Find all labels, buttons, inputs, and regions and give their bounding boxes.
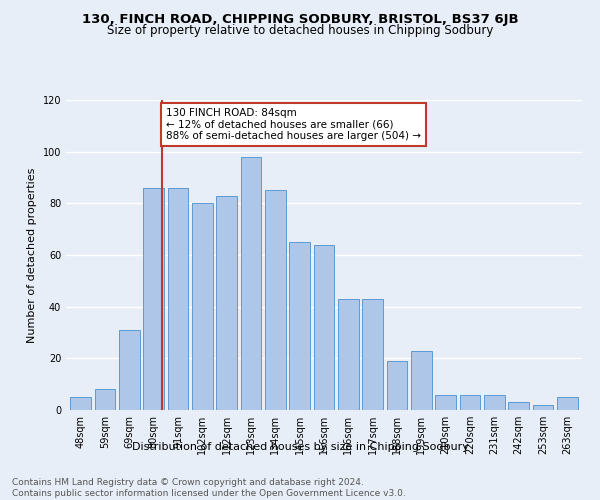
Bar <box>241 157 262 410</box>
Text: Distribution of detached houses by size in Chipping Sodbury: Distribution of detached houses by size … <box>131 442 469 452</box>
Bar <box>386 361 407 410</box>
Bar <box>338 299 359 410</box>
Bar <box>484 394 505 410</box>
Bar <box>533 405 553 410</box>
Y-axis label: Number of detached properties: Number of detached properties <box>27 168 37 342</box>
Text: 130, FINCH ROAD, CHIPPING SODBURY, BRISTOL, BS37 6JB: 130, FINCH ROAD, CHIPPING SODBURY, BRIST… <box>82 12 518 26</box>
Bar <box>167 188 188 410</box>
Text: Size of property relative to detached houses in Chipping Sodbury: Size of property relative to detached ho… <box>107 24 493 37</box>
Bar <box>119 330 140 410</box>
Bar <box>289 242 310 410</box>
Bar <box>314 244 334 410</box>
Bar <box>557 397 578 410</box>
Bar <box>70 397 91 410</box>
Text: 130 FINCH ROAD: 84sqm
← 12% of detached houses are smaller (66)
88% of semi-deta: 130 FINCH ROAD: 84sqm ← 12% of detached … <box>166 108 421 141</box>
Text: Contains HM Land Registry data © Crown copyright and database right 2024.
Contai: Contains HM Land Registry data © Crown c… <box>12 478 406 498</box>
Bar <box>411 350 432 410</box>
Bar <box>95 390 115 410</box>
Bar <box>192 204 212 410</box>
Bar <box>508 402 529 410</box>
Bar <box>143 188 164 410</box>
Bar <box>436 394 456 410</box>
Bar <box>460 394 481 410</box>
Bar <box>216 196 237 410</box>
Bar <box>265 190 286 410</box>
Bar <box>362 299 383 410</box>
